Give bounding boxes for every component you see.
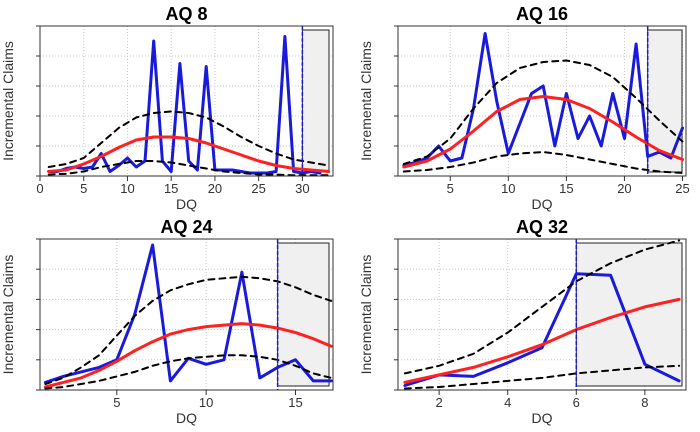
series-line-mean (43, 322, 333, 389)
x-tick-label: 10 (120, 181, 134, 196)
y-axis-label: Incremental Claims (358, 255, 374, 375)
x-axis-label: DQ (176, 196, 197, 212)
series-line-lower (47, 160, 330, 177)
y-axis-label: Incremental Claims (358, 41, 374, 161)
x-tick-label: 8 (641, 395, 648, 410)
x-axis-label: DQ (176, 410, 197, 426)
forecast-region (301, 29, 330, 173)
series-line-mean (47, 135, 331, 173)
series-line-upper (47, 110, 330, 168)
forecast-region (575, 242, 683, 387)
panel-aq24: 5 10 15 AQ 24 DQ Incremental Claims (0, 217, 334, 426)
x-tick-label: 5 (447, 181, 454, 196)
series-line-lower (44, 354, 333, 390)
x-tick-label: 30 (295, 181, 309, 196)
chart-title: AQ 8 (165, 4, 207, 24)
chart-title: AQ 16 (516, 4, 568, 24)
series-line-observed (403, 272, 681, 387)
x-axis-label: DQ (532, 410, 553, 426)
x-tick-label: 15 (288, 395, 302, 410)
plot-frame (397, 238, 687, 391)
x-tick-label: 2 (436, 395, 443, 410)
x-tick-label: 10 (501, 181, 515, 196)
x-tick-label: 10 (199, 395, 213, 410)
x-tick-label: 25 (251, 181, 265, 196)
x-tick-label: 25 (675, 181, 689, 196)
series-line-observed (47, 35, 322, 175)
x-tick-label: 6 (573, 395, 580, 410)
x-tick-label: 5 (113, 395, 120, 410)
series-line-upper (403, 239, 681, 375)
x-tick-label: 20 (208, 181, 222, 196)
panel-aq32: 2 4 6 8 AQ 32 DQ Incremental Claims (358, 217, 687, 426)
x-tick-label: 5 (80, 181, 87, 196)
chart-title: AQ 24 (160, 217, 212, 237)
series-line-observed (402, 32, 684, 167)
y-axis-label: Incremental Claims (0, 255, 16, 375)
panel-aq16: 5 10 15 20 25 AQ 16 DQ Incremental Claims (358, 4, 690, 212)
x-tick-label: 0 (36, 181, 43, 196)
x-tick-label: 15 (559, 181, 573, 196)
plot-frame (39, 238, 334, 391)
series-line-upper (402, 59, 684, 165)
series-line-mean (403, 297, 681, 384)
plot-frame (39, 25, 334, 177)
series-line-lower (402, 151, 684, 174)
forecast-region (647, 29, 683, 173)
series-line-upper (44, 275, 333, 385)
x-tick-label: 15 (164, 181, 178, 196)
plot-frame (397, 25, 687, 177)
chart-title: AQ 32 (516, 217, 568, 237)
x-tick-label: 4 (504, 395, 511, 410)
x-axis-label: DQ (532, 196, 553, 212)
x-tick-label: 20 (617, 181, 631, 196)
series-line-mean (402, 95, 684, 169)
panel-aq8: 0 5 10 15 20 25 30 AQ 8 DQ Incremental Claims (0, 4, 334, 212)
y-axis-label: Incremental Claims (0, 41, 16, 161)
series-line-lower (403, 364, 681, 390)
